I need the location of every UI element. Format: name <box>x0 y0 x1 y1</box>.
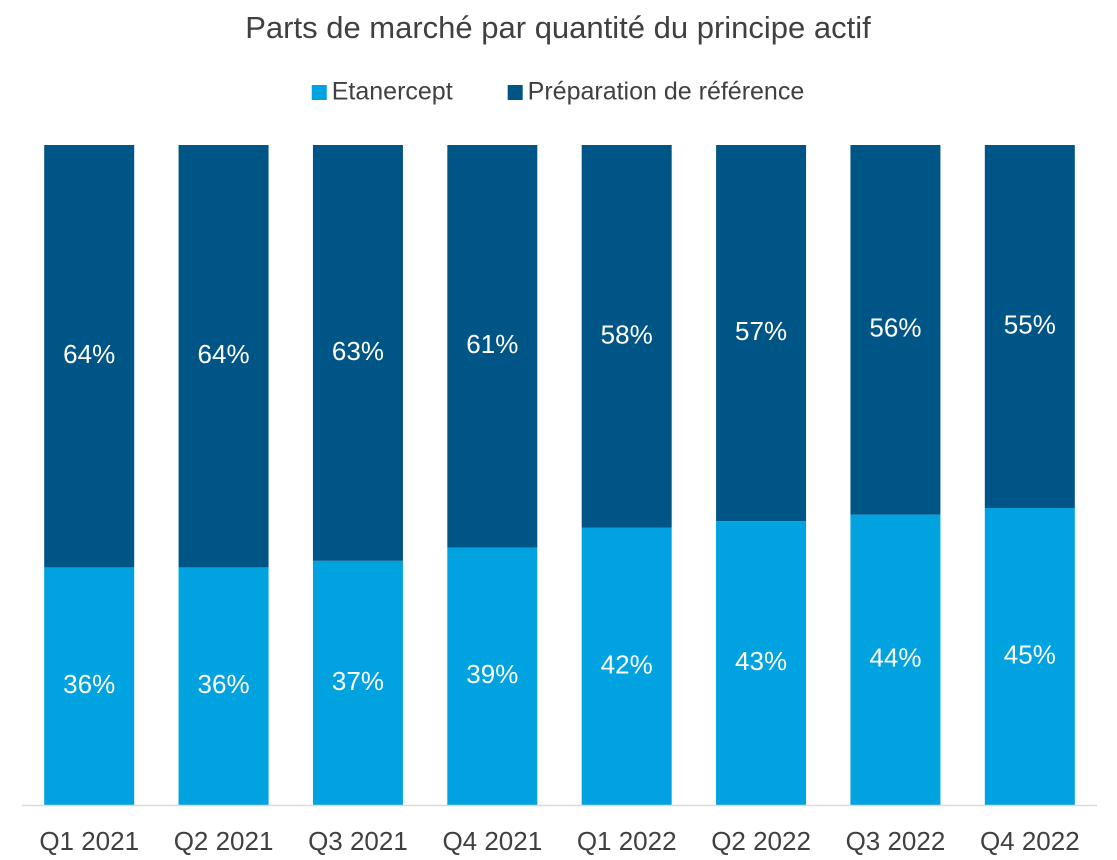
data-label: 61% <box>466 329 518 359</box>
legend-label: Etanercept <box>332 78 453 106</box>
bar-segment <box>178 145 269 568</box>
bar-segment <box>581 145 672 528</box>
data-label: 45% <box>1004 639 1056 669</box>
legend-swatch <box>507 85 523 100</box>
data-label: 57% <box>735 316 787 346</box>
data-label: 63% <box>332 336 384 366</box>
bar-segment <box>447 547 538 805</box>
data-label: 39% <box>466 659 518 689</box>
data-label: 36% <box>63 669 115 699</box>
data-label: 64% <box>198 339 250 369</box>
data-label: 37% <box>332 666 384 696</box>
bar-segment <box>44 145 135 568</box>
data-label: 42% <box>601 649 653 679</box>
data-label: 43% <box>735 646 787 676</box>
bar-segment <box>984 508 1075 805</box>
bar-segment <box>716 521 807 805</box>
x-tick-label: Q1 2021 <box>39 826 139 856</box>
chart-title: Parts de marché par quantité du principe… <box>245 10 871 45</box>
data-label: 36% <box>198 669 250 699</box>
bar-segment <box>581 527 672 805</box>
x-tick-label: Q3 2021 <box>308 826 408 856</box>
data-label: 44% <box>869 643 921 673</box>
data-label: 56% <box>869 313 921 343</box>
legend-swatch <box>311 85 327 100</box>
data-label: 64% <box>63 339 115 369</box>
data-label: 58% <box>601 319 653 349</box>
bar-segment <box>850 145 941 515</box>
bar-segment <box>850 514 941 805</box>
legend-label: Préparation de référence <box>528 78 805 106</box>
x-tick-label: Q2 2021 <box>174 826 274 856</box>
x-tick-label: Q3 2022 <box>846 826 946 856</box>
x-tick-label: Q2 2022 <box>711 826 811 856</box>
bar-segment <box>984 145 1075 508</box>
bar-segment <box>447 145 538 548</box>
data-label: 55% <box>1004 309 1056 339</box>
x-tick-label: Q4 2022 <box>980 826 1080 856</box>
bar-segment <box>716 145 807 522</box>
bar-segment <box>178 567 269 805</box>
x-tick-label: Q1 2022 <box>577 826 677 856</box>
bar-segment <box>312 145 403 561</box>
x-tick-label: Q4 2021 <box>442 826 542 856</box>
bar-segment <box>44 567 135 805</box>
bar-segment <box>312 560 403 805</box>
